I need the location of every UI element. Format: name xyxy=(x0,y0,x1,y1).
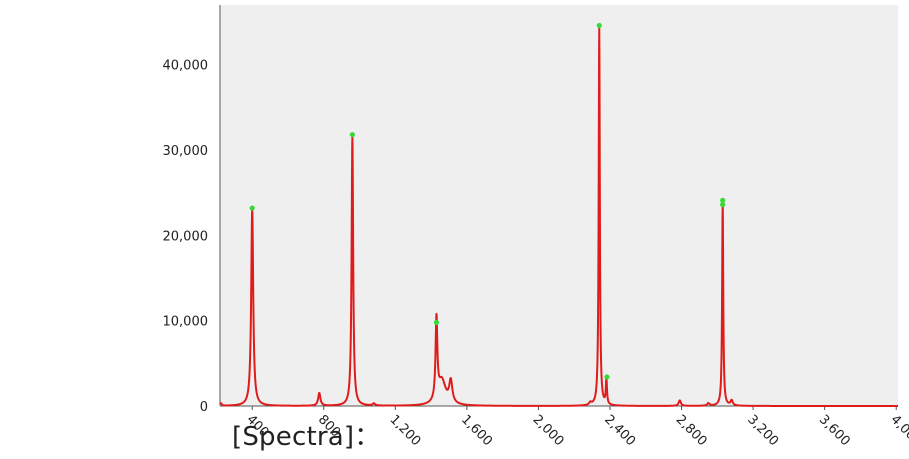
y-tick-label: 40,000 xyxy=(163,59,209,74)
y-tick-label: 0 xyxy=(200,400,208,415)
x-tick-label: 1,600 xyxy=(458,412,495,449)
x-tick-label: 1,200 xyxy=(386,412,423,449)
y-tick-label: 20,000 xyxy=(163,229,209,244)
x-tick-label: 2,000 xyxy=(530,412,567,449)
peak-marker xyxy=(349,132,355,138)
peak-marker xyxy=(433,319,440,325)
y-axis-ticks: 0 10,000 20,000 30,000 40,000 xyxy=(163,59,209,415)
peak-marker xyxy=(720,197,726,203)
plot-area xyxy=(220,5,898,406)
x-tick-label: 3,200 xyxy=(744,412,781,449)
y-tick-label: 30,000 xyxy=(163,144,209,159)
spectrum-series-line xyxy=(219,27,899,407)
spectra-label: [Spectra]： xyxy=(232,422,381,452)
peak-marker xyxy=(604,374,610,380)
peak-marker xyxy=(596,22,602,29)
peak-marker xyxy=(720,202,726,208)
x-tick-label: 3,600 xyxy=(816,412,853,449)
y-tick-label: 10,000 xyxy=(163,315,209,330)
peak-marker xyxy=(249,205,255,211)
x-tick-label: 2,400 xyxy=(601,412,638,449)
x-tick-label: 2,800 xyxy=(673,412,710,449)
peak-markers xyxy=(249,22,726,380)
x-tick-label: 4,000 xyxy=(887,412,909,449)
